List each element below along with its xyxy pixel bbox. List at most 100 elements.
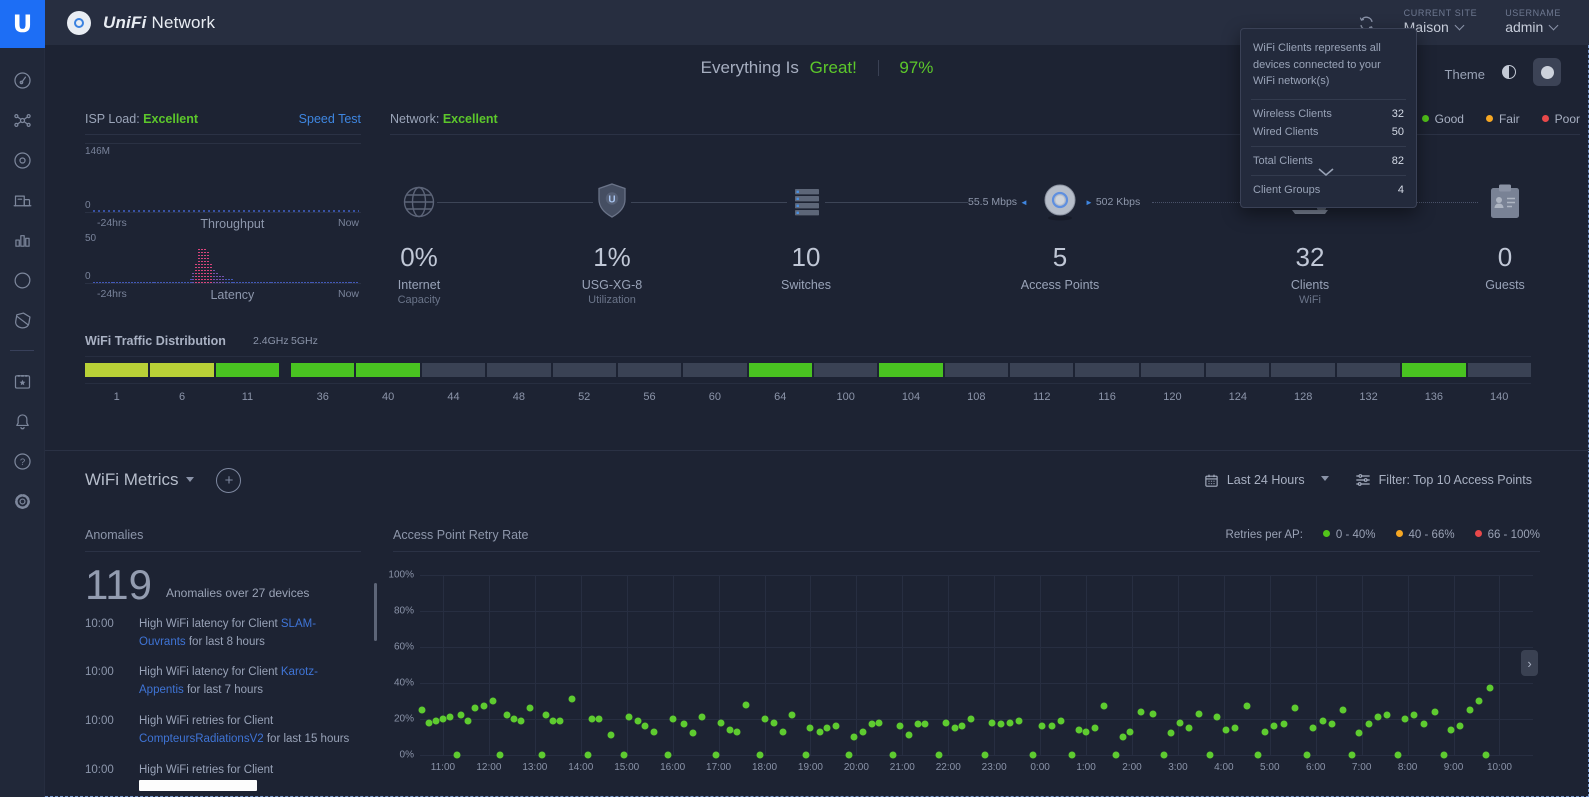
- anomaly-text-part: High WiFi latency for Client: [139, 666, 281, 678]
- retry-dot: [1069, 752, 1076, 759]
- retry-dot: [527, 705, 534, 712]
- band-5ghz-label: 5GHz: [291, 335, 318, 347]
- retry-dot: [543, 712, 550, 719]
- anomaly-client-link[interactable]: CompteursRadiationsV2: [139, 733, 264, 745]
- retry-legend-items: 0 - 40%40 - 66%66 - 100%: [1323, 529, 1540, 541]
- retry-header: Access Point Retry Rate Retries per AP: …: [393, 528, 1540, 552]
- sidebar-item-settings[interactable]: [0, 481, 45, 521]
- topology-node-access-points[interactable]: 5Access Points: [990, 178, 1130, 306]
- node-sublabel: [736, 294, 876, 306]
- channel-label: 128: [1271, 391, 1334, 403]
- guests-badge-icon: [1435, 178, 1575, 226]
- tooltip-text: WiFi Clients represents all devices conn…: [1253, 40, 1404, 90]
- anomaly-text: High WiFi retries for Client: [139, 762, 361, 794]
- v-gridline: [1408, 575, 1409, 755]
- retry-dot: [1057, 717, 1064, 724]
- speed-test-link[interactable]: Speed Test: [299, 112, 361, 126]
- sidebar-item-topology[interactable]: [0, 100, 45, 140]
- x-tick-label: 6:00: [1306, 762, 1325, 773]
- divider: [1251, 99, 1406, 100]
- svg-text:?: ?: [19, 456, 24, 467]
- sidebar-item-dashboard[interactable]: [0, 60, 45, 100]
- retry-dot: [761, 716, 768, 723]
- scrollbar-thumb[interactable]: [374, 583, 377, 641]
- anomaly-time: 10:00: [85, 762, 125, 794]
- channel-segment-44: [422, 363, 485, 377]
- node-value: 5: [990, 242, 1130, 273]
- channel-segment-60: [683, 363, 746, 377]
- retry-dot: [681, 721, 688, 728]
- sidebar-item-events[interactable]: [0, 361, 45, 401]
- channel-label: 124: [1206, 391, 1269, 403]
- retry-dot: [1482, 752, 1489, 759]
- channel-segment-136: [1402, 363, 1465, 377]
- x-tick-label: 13:00: [522, 762, 547, 773]
- sidebar-item-help[interactable]: ?: [0, 441, 45, 481]
- retry-dot: [1340, 707, 1347, 714]
- time-range-selector[interactable]: Last 24 Hours: [1204, 473, 1329, 488]
- legend-item: Good: [1422, 112, 1464, 126]
- x-tick-label: 0:00: [1030, 762, 1049, 773]
- username-label: USERNAME: [1505, 8, 1561, 19]
- channel-segment-128: [1271, 363, 1334, 377]
- retry-dot: [651, 728, 658, 735]
- wifi-metrics-dropdown[interactable]: WiFi Metrics: [85, 470, 194, 490]
- status-separator: [878, 60, 879, 76]
- svg-text:U: U: [608, 195, 615, 206]
- topology-node-usg-xg-8[interactable]: U1%USG-XG-8Utilization: [542, 178, 682, 306]
- user-menu[interactable]: USERNAME admin: [1505, 8, 1561, 37]
- caret-down-icon: [186, 477, 194, 486]
- channel-label: 104: [879, 391, 942, 403]
- anomaly-text-part: High WiFi retries for Client: [139, 764, 273, 776]
- brand: UniFiNetwork: [67, 11, 215, 35]
- retry-dot: [802, 752, 809, 759]
- retry-dot: [642, 723, 649, 730]
- light-theme-button[interactable]: [1495, 58, 1523, 86]
- y-tick-label: 80%: [394, 606, 414, 617]
- v-gridline: [489, 575, 490, 755]
- x-tick-label: 15:00: [614, 762, 639, 773]
- channel-label: 1: [85, 391, 148, 403]
- caret-down-icon: [1321, 476, 1329, 485]
- retry-rate-plot: 100%80%60%40%20%0%11:0012:0013:0014:0015…: [420, 575, 1533, 755]
- retry-dot: [832, 723, 839, 730]
- filter-control[interactable]: Filter: Top 10 Access Points: [1355, 473, 1532, 487]
- v-gridline: [1178, 575, 1179, 755]
- retry-dot: [727, 726, 734, 733]
- retry-dot: [453, 752, 460, 759]
- sidebar-item-alerts[interactable]: [0, 401, 45, 441]
- add-metric-button[interactable]: +: [216, 468, 241, 493]
- wifi-traffic-distribution: WiFi Traffic Distribution 2.4GHz 5GHz 16…: [85, 334, 1531, 403]
- retry-dot: [1177, 719, 1184, 726]
- retry-dot: [1271, 723, 1278, 730]
- client-groups-row: Client Groups4: [1253, 184, 1404, 196]
- y-tick-label: 60%: [394, 642, 414, 653]
- next-page-button[interactable]: ›: [1521, 650, 1538, 676]
- anomaly-text-part: High WiFi latency for Client: [139, 618, 281, 630]
- topology-node-switches[interactable]: 10Switches: [736, 178, 876, 306]
- retry-dot: [665, 752, 672, 759]
- y-tick-label: 100%: [388, 570, 414, 581]
- retry-legend: Retries per AP: 0 - 40%40 - 66%66 - 100%: [1226, 529, 1540, 541]
- channel-segment-11: [216, 363, 279, 377]
- node-sublabel: Utilization: [542, 294, 682, 306]
- topology-node-internet[interactable]: 0%InternetCapacity: [349, 178, 489, 306]
- retry-dot: [1319, 717, 1326, 724]
- channel-segment-100: [814, 363, 877, 377]
- filter-sliders-icon: [1355, 473, 1371, 487]
- topology-node-guests[interactable]: 0Guests: [1435, 178, 1575, 306]
- retry-dot: [1383, 712, 1390, 719]
- dark-theme-button[interactable]: [1533, 58, 1561, 86]
- collapse-panel-chevron[interactable]: [1318, 164, 1334, 182]
- h-gridline: [420, 683, 1533, 684]
- anomalies-summary: Anomalies over 27 devices: [166, 586, 309, 604]
- retry-dot: [419, 707, 426, 714]
- retry-dot: [846, 752, 853, 759]
- access-point-icon: [990, 178, 1130, 226]
- channel-label: 108: [945, 391, 1008, 403]
- retry-dot: [621, 752, 628, 759]
- node-label: Clients: [1240, 278, 1380, 292]
- ubiquiti-logo[interactable]: U: [0, 0, 45, 48]
- events-icon: [12, 371, 33, 392]
- channel-label: 140: [1468, 391, 1531, 403]
